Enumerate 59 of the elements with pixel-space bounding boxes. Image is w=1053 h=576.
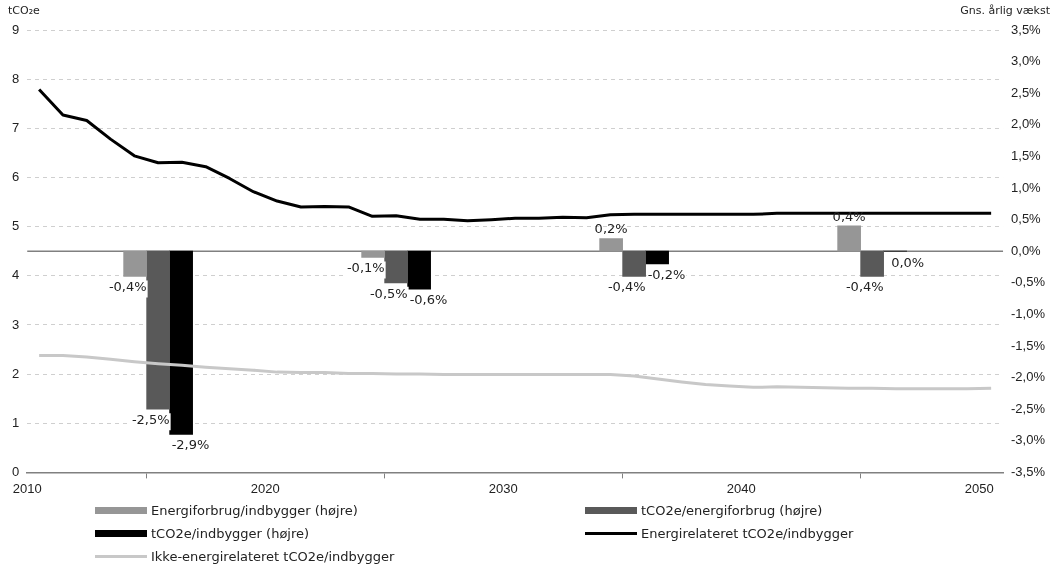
y2-tick-label: 3,0% (1011, 53, 1042, 69)
x-tick-label: 2030 (488, 480, 518, 496)
legend-label: Energiforbrug/indbygger (højre) (151, 503, 358, 518)
y-tick-label: 5 (12, 218, 20, 234)
bar (384, 250, 408, 284)
y-tick-label: 9 (12, 21, 20, 37)
legend-label: Ikke-energirelateret tCO2e/indbygger (151, 549, 395, 564)
x-tick-label: 2040 (726, 480, 756, 496)
legend-label: tCO2e/indbygger (højre) (151, 526, 310, 541)
y2-tick-label: 2,0% (1011, 116, 1042, 132)
data-label: -0,1% (346, 260, 385, 276)
data-label: -0,4% (845, 279, 884, 295)
data-label: -0,2% (647, 266, 686, 282)
y-tick-label: 8 (12, 70, 20, 86)
x-tick-label: 2010 (12, 480, 42, 496)
y2-tick-label: 1,0% (1011, 179, 1042, 195)
bar (860, 250, 884, 277)
y2-tick-label: -0,5% (1011, 274, 1046, 290)
y2-tick-label: -2,5% (1011, 400, 1046, 416)
legend-label: Energirelateret tCO2e/indbygger (641, 526, 854, 541)
bar (146, 250, 170, 410)
y2-tick-label: -1,0% (1011, 305, 1046, 321)
y2-tick-label: -3,0% (1011, 432, 1046, 448)
y2-tick-label: -3,5% (1011, 463, 1046, 479)
data-label: -0,4% (108, 279, 147, 295)
y-tick-label: 0 (12, 463, 20, 479)
data-label: -0,4% (607, 279, 646, 295)
y2-tick-label: 3,5% (1011, 21, 1042, 37)
y-tick-label: 7 (12, 119, 20, 135)
bar (361, 250, 385, 258)
y-tick-label: 3 (12, 316, 20, 332)
data-label: -2,9% (171, 437, 210, 453)
y2-tick-label: 1,5% (1011, 147, 1042, 163)
bar (599, 238, 623, 252)
y-tick-label: 6 (12, 169, 20, 185)
y2-axis-title: Gns. årlig vækst (960, 4, 1051, 18)
x-tick-label: 2050 (964, 480, 994, 496)
bar (645, 250, 669, 265)
y2-tick-label: -2,0% (1011, 369, 1046, 385)
bar (622, 250, 646, 277)
data-label: 0,0% (891, 255, 925, 271)
x-tick-label: 2020 (250, 480, 280, 496)
y-axis-title: tCO₂e (8, 4, 41, 18)
bar (407, 250, 431, 290)
data-label: 0,2% (594, 221, 628, 237)
bar (169, 250, 193, 435)
y-tick-label: 1 (12, 414, 20, 430)
data-label: -0,6% (409, 291, 448, 307)
bar (123, 250, 147, 277)
y-tick-label: 4 (12, 267, 20, 283)
data-label: -2,5% (131, 412, 170, 428)
bar (837, 225, 861, 252)
y2-tick-label: 2,5% (1011, 84, 1042, 100)
y2-tick-label: -1,5% (1011, 337, 1046, 353)
y2-tick-label: 0,5% (1011, 211, 1042, 227)
data-label: -0,5% (369, 285, 408, 301)
y2-tick-label: 0,0% (1011, 242, 1042, 258)
legend-label: tCO2e/energiforbrug (højre) (641, 503, 823, 518)
y-tick-label: 2 (12, 365, 20, 381)
